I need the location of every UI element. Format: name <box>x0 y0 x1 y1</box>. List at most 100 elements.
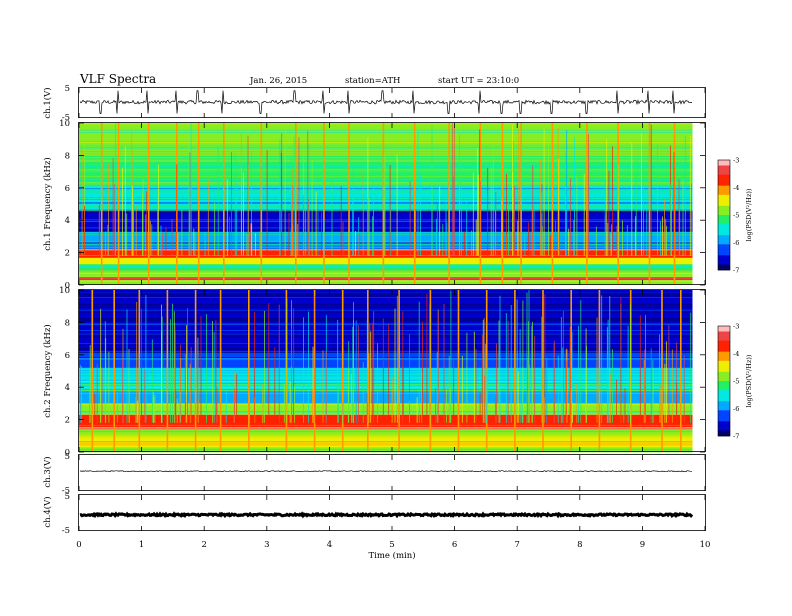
spectrogram-texture-line <box>79 358 693 359</box>
sferic-streak <box>609 373 611 423</box>
sferic-streak <box>471 230 472 256</box>
colorbar-segment <box>718 412 730 415</box>
ch2-colorbar: -3 -4 -5 -6 -7 log(PSD(V²/Hz)) <box>717 323 753 441</box>
ch1-colorbar: -3 -4 -5 -6 -7 log(PSD(V²/Hz)) <box>717 157 753 275</box>
sferic-streak <box>311 161 313 256</box>
colorbar-segment <box>718 397 730 400</box>
sferic-streak <box>644 357 646 423</box>
colorbar-segment <box>718 227 730 230</box>
sferic-streak <box>394 308 396 423</box>
sferic-streak <box>475 219 477 256</box>
colorbar-segment <box>718 426 730 429</box>
sferic-streak <box>449 386 451 423</box>
sferic-streak <box>464 231 465 256</box>
sferic-streak <box>517 220 519 256</box>
sferic-streak <box>498 320 500 423</box>
colorbar-segment <box>718 384 730 387</box>
colorbar-segment <box>718 360 730 363</box>
ch1-spectrogram-panel: 0 2 4 6 8 10 ch.1 Frequency (kHz) <box>42 119 706 291</box>
colorbar-segment <box>718 224 730 227</box>
sferic-streak <box>171 219 173 256</box>
colorbar-segment <box>718 211 730 214</box>
colorbar-segment <box>718 404 730 407</box>
sferic-streak <box>145 214 147 256</box>
spectrogram-texture-line <box>79 342 693 344</box>
sferic-streak <box>298 137 300 256</box>
sferic-streak <box>370 331 372 423</box>
spectrogram-texture-line <box>79 365 693 367</box>
colorbar-segment <box>718 180 730 183</box>
sferic-streak <box>691 183 692 256</box>
header-station: station=ATH <box>345 76 400 86</box>
spectrogram-texture-line <box>79 189 693 191</box>
colorbar-segment <box>718 231 730 234</box>
ch1-spectrogram-bands <box>79 123 693 285</box>
ch1-waveform-ylabel: ch.1(V) <box>42 87 53 118</box>
spectrogram-texture-line <box>79 234 693 236</box>
colorbar-segment <box>718 268 730 271</box>
spectrogram-texture-line <box>79 381 693 382</box>
colorbar-segment <box>718 196 730 199</box>
sferic-streak <box>533 209 535 256</box>
colorbar-segment <box>718 408 730 411</box>
spectrogram-texture-line <box>79 359 693 360</box>
sferic-8 <box>323 123 325 285</box>
colorbar-segment <box>718 349 730 352</box>
sferic-streak <box>176 164 178 256</box>
sferic-streak <box>193 228 195 256</box>
colorbar-segment <box>718 266 730 269</box>
sferic-streak <box>317 200 319 256</box>
spectrogram-band-5 <box>79 249 693 258</box>
sferic-14 <box>501 123 504 285</box>
sferic-streak <box>249 385 250 423</box>
xtick-label-8: 8 <box>577 540 582 550</box>
sferic-streak <box>234 389 235 423</box>
spectrogram-texture-line <box>79 311 693 313</box>
spectrogram-texture-line <box>79 183 693 185</box>
sferic-streak <box>666 226 667 256</box>
sferic-streak <box>352 198 354 256</box>
sferic-13 <box>457 290 460 452</box>
sferic-streak <box>187 308 188 423</box>
spectrogram-texture-line <box>79 242 693 244</box>
ytick-label-6: 6 <box>65 184 70 194</box>
spectrogram-texture-line <box>79 197 693 198</box>
colorbar-segment <box>718 401 730 404</box>
spectrogram-texture-line <box>79 143 693 145</box>
sferic-streak <box>174 331 176 423</box>
sferic-streak <box>671 189 672 256</box>
spectrogram-texture-line <box>79 255 693 256</box>
ytick-label-2: 2 <box>65 249 70 259</box>
sferic-streak <box>216 402 217 423</box>
spectrogram-texture-line <box>79 231 693 232</box>
sferic-streak <box>473 331 475 423</box>
sferic-streak <box>596 317 598 423</box>
sferic-streak <box>115 123 116 256</box>
sferic-streak <box>173 311 175 423</box>
colorbar-segment <box>718 220 730 223</box>
sferic-streak <box>89 345 91 423</box>
sferic-streak <box>531 325 533 423</box>
spectrogram-texture-line <box>79 146 693 148</box>
spectrogram-texture-line <box>79 263 693 265</box>
sferic-streak <box>439 186 441 256</box>
sferic-streak <box>80 364 81 423</box>
sferic-streak <box>246 233 248 256</box>
sferic-streak <box>436 352 438 423</box>
colorbar-segment <box>718 423 730 426</box>
spectrogram-texture-line <box>79 317 693 319</box>
sferic-streak <box>526 292 528 423</box>
sferic-streak <box>558 212 560 256</box>
sferic-streak <box>548 137 549 256</box>
colorbar-segment <box>718 163 730 166</box>
sferic-streak <box>513 141 514 256</box>
colorbar-segment <box>718 187 730 190</box>
ch1-spectrogram-yticks: 0 2 4 6 8 10 <box>59 119 705 291</box>
colorbar-segment <box>718 344 730 347</box>
spectrogram-texture-line <box>79 124 693 126</box>
sferic-streak <box>342 402 344 423</box>
spectrogram-texture-line <box>79 427 693 428</box>
colorbar-segment <box>718 189 730 192</box>
sferic-streak <box>391 391 393 423</box>
sferic-streak <box>371 322 373 423</box>
